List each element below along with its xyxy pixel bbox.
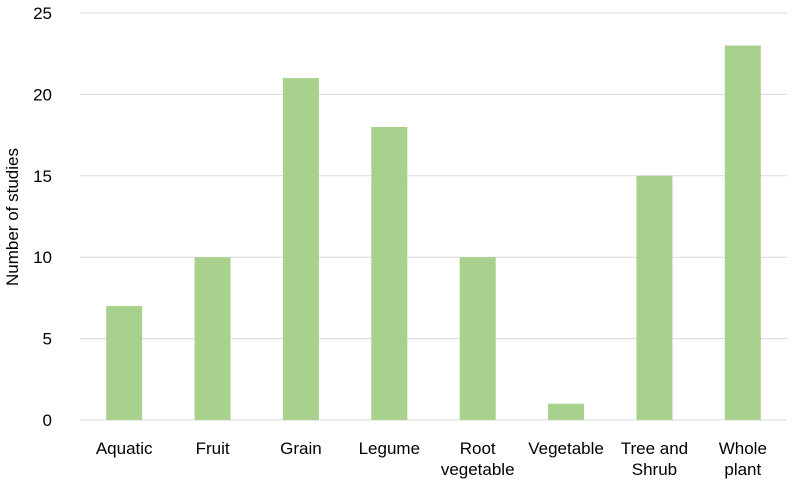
x-category-label: Fruit bbox=[196, 439, 230, 458]
bar bbox=[724, 45, 761, 421]
x-category-label-line: Shrub bbox=[632, 460, 677, 479]
bar bbox=[194, 257, 231, 420]
x-category-label: Tree and Shrub bbox=[621, 439, 688, 479]
bars bbox=[106, 45, 761, 421]
y-axis-ticks: 0 5 10 15 20 25 bbox=[33, 4, 52, 430]
x-category-label: Whole plant bbox=[719, 439, 767, 479]
bar bbox=[548, 403, 585, 420]
y-tick-label: 10 bbox=[33, 248, 52, 267]
gridlines bbox=[80, 12, 787, 421]
x-category-label: Vegetable bbox=[528, 439, 604, 458]
x-category-label: Grain bbox=[280, 439, 322, 458]
x-category-label-line: Grain bbox=[280, 439, 322, 458]
y-tick-label: 0 bbox=[43, 411, 52, 430]
x-category-label-line: Root bbox=[460, 439, 496, 458]
x-category-label-line: plant bbox=[724, 460, 761, 479]
y-tick-label: 25 bbox=[33, 4, 52, 23]
x-category-label-line: Legume bbox=[359, 439, 420, 458]
x-category-label: Aquatic bbox=[96, 439, 153, 458]
y-axis-title: Number of studies bbox=[3, 148, 22, 286]
y-tick-label: 5 bbox=[43, 330, 52, 349]
x-category-label-line: Fruit bbox=[196, 439, 230, 458]
y-tick-label: 15 bbox=[33, 167, 52, 186]
bar bbox=[371, 126, 408, 421]
x-category-label-line: Tree and bbox=[621, 439, 688, 458]
y-tick-label: 20 bbox=[33, 85, 52, 104]
bar bbox=[106, 306, 143, 420]
x-category-label-line: vegetable bbox=[441, 460, 515, 479]
x-category-label-line: Vegetable bbox=[528, 439, 604, 458]
x-axis-labels: Aquatic Fruit Grain Legume Root vegetable Vege… bbox=[96, 439, 767, 479]
bar bbox=[459, 257, 496, 420]
bar bbox=[282, 78, 319, 421]
x-category-label: Legume bbox=[359, 439, 420, 458]
x-category-label-line: Whole bbox=[719, 439, 767, 458]
x-category-label-line: Aquatic bbox=[96, 439, 153, 458]
bar bbox=[636, 175, 673, 420]
x-category-label: Root vegetable bbox=[441, 439, 515, 479]
